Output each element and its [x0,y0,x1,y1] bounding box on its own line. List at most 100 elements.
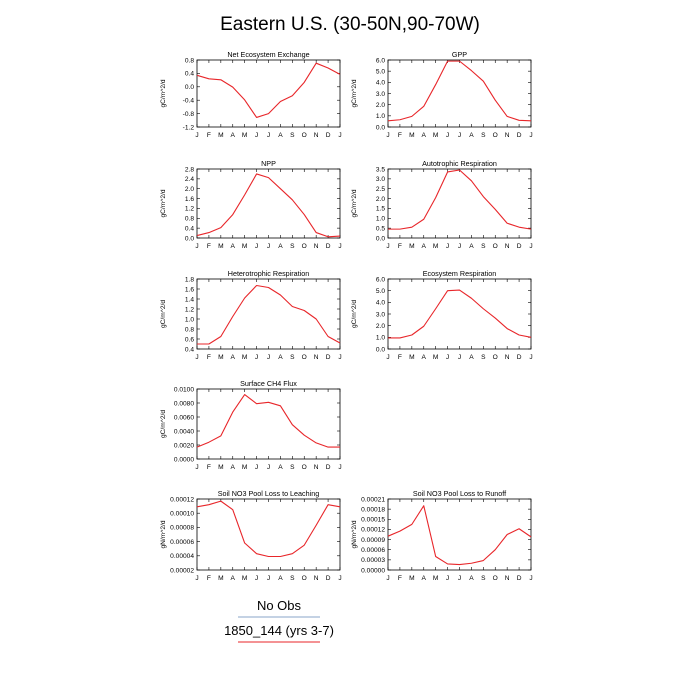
x-tick-label: M [242,354,248,361]
y-tick-label: 0.00012 [170,496,194,503]
y-tick-label: 3.0 [376,311,385,318]
x-tick-label: J [529,575,532,582]
y-tick-label: 0.5 [376,225,385,232]
x-tick-label: S [290,464,295,471]
panel-title: Soil NO3 Pool Loss to Runoff [413,489,506,498]
y-tick-label: 6.0 [376,276,385,283]
plot-frame [196,388,341,460]
x-tick-label: F [398,575,402,582]
x-tick-label: J [267,354,270,361]
x-tick-label: F [207,575,211,582]
y-tick-label: 3.0 [376,91,385,98]
x-tick-label: S [481,354,486,361]
x-tick-label: A [422,243,427,250]
y-tick-label: 0.00015 [361,517,385,524]
x-tick-label: O [302,464,307,471]
y-tick-label: 0.00006 [361,547,385,554]
x-tick-label: A [422,354,427,361]
x-tick-label: J [458,354,461,361]
x-tick-label: A [422,132,427,139]
legend-label-model: 1850_144 (yrs 3-7) [224,623,334,638]
x-tick-label: M [409,132,415,139]
x-tick-label: A [469,243,474,250]
plot-frame [196,168,341,239]
y-tick-label: 0.00018 [361,506,385,513]
series-line [196,173,341,238]
panel-title: NPP [261,159,276,168]
x-tick-label: D [326,132,331,139]
series-line [388,169,532,230]
x-tick-label: A [231,575,236,582]
x-tick-label: J [195,132,198,139]
x-tick-label: J [255,354,258,361]
y-tick-label: 1.0 [376,113,385,120]
y-tick-label: 0.4 [185,225,194,232]
x-tick-label: N [505,132,510,139]
x-tick-label: M [218,464,224,471]
x-tick-label: D [517,354,522,361]
panel-title: GPP [452,50,467,59]
x-tick-label: A [231,132,236,139]
x-tick-label: J [386,132,389,139]
panel-8: Soil NO3 Pool Loss to Leaching 0.00012 0.0… [160,489,342,582]
y-tick-label: 4.0 [376,300,385,307]
y-tick-label: 0.0040 [174,428,195,435]
x-tick-label: J [267,132,270,139]
y-axis-label: gN/m^2/d [160,520,167,548]
series-line [196,500,341,558]
x-tick-label: M [242,575,248,582]
x-tick-label: D [517,575,522,582]
x-tick-label: O [493,354,498,361]
x-tick-label: A [469,354,474,361]
x-tick-label: A [278,132,283,139]
x-tick-label: F [207,354,211,361]
x-tick-label: F [207,464,211,471]
x-tick-label: N [505,243,510,250]
y-tick-label: -1.2 [183,124,195,131]
panel-9: Soil NO3 Pool Loss to Runoff 0.00021 0.000… [351,489,533,582]
y-tick-label: 0.00021 [361,496,385,503]
y-axis-label: gC/m^2/d [160,79,167,107]
y-tick-label: 0.00006 [170,539,194,546]
series-line [387,60,532,122]
y-axis-label: gC/m^2/d [351,189,358,217]
x-tick-label: J [446,132,449,139]
figure-title: Eastern U.S. (30-50N,90-70W) [220,14,480,35]
x-tick-label: N [505,575,510,582]
y-tick-label: 2.0 [376,196,385,203]
y-tick-label: 1.8 [185,276,194,283]
series-line [196,394,340,448]
x-tick-label: J [338,464,341,471]
x-tick-label: J [529,354,532,361]
series-line [197,284,341,345]
y-tick-label: 1.2 [185,206,194,213]
x-tick-label: J [195,575,198,582]
y-tick-label: 0.0 [185,84,194,91]
y-tick-label: 2.0 [376,102,385,109]
y-tick-label: 0.8 [185,326,194,333]
y-tick-label: 0.0 [376,235,385,242]
x-tick-label: J [267,243,270,250]
x-tick-label: M [409,575,415,582]
y-tick-label: 0.00009 [361,537,385,544]
x-tick-label: O [302,243,307,250]
y-tick-label: 0.00008 [170,525,194,532]
x-tick-label: J [458,575,461,582]
y-tick-label: 0.00010 [170,511,194,518]
x-tick-label: M [218,575,224,582]
y-tick-label: 1.2 [185,306,194,313]
x-tick-label: M [242,464,248,471]
y-tick-label: 0.0000 [174,456,195,463]
x-tick-label: J [267,464,270,471]
y-tick-label: 5.0 [376,68,385,75]
x-tick-label: M [242,132,248,139]
y-tick-label: 0.8 [185,57,194,64]
y-tick-label: 6.0 [376,57,385,64]
y-tick-label: 0.00004 [170,553,194,560]
y-tick-label: 3.0 [376,176,385,183]
x-tick-label: O [493,575,498,582]
x-tick-label: A [469,132,474,139]
y-tick-label: 0.0 [185,235,194,242]
x-tick-label: A [231,464,236,471]
